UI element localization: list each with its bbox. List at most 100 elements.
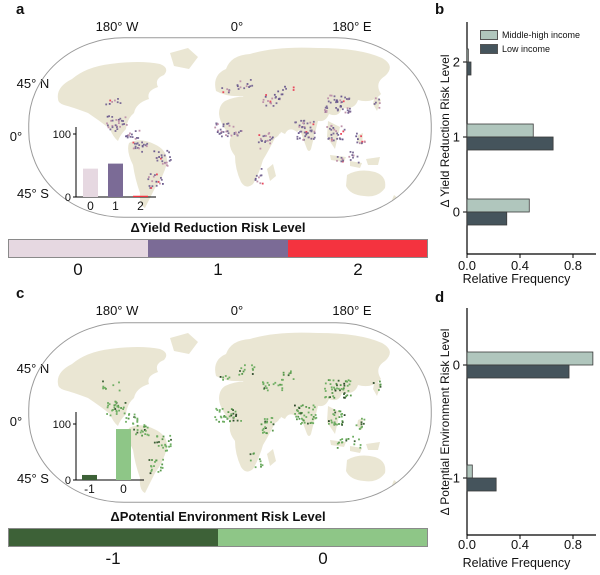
colorbar-environment-segment--1 (9, 529, 218, 546)
risk-dot (270, 421, 272, 424)
risk-dot (105, 103, 108, 106)
risk-dot (134, 416, 137, 419)
risk-dot (258, 458, 261, 461)
risk-dot (112, 409, 114, 411)
risk-dot (152, 175, 155, 178)
risk-dot (102, 385, 105, 388)
risk-dot (265, 104, 268, 107)
x-tick-label: 0.0 (458, 537, 476, 552)
risk-dot (251, 367, 254, 370)
risk-dot (218, 410, 221, 413)
risk-dot (160, 444, 163, 447)
risk-dot (352, 154, 355, 157)
risk-dot (341, 438, 344, 440)
risk-dot (281, 93, 284, 96)
risk-dot (236, 84, 239, 86)
landmass (346, 455, 386, 482)
bar-middle-high-income (466, 48, 469, 63)
risk-dot (266, 420, 268, 423)
risk-dot (324, 390, 327, 392)
risk-dot (278, 97, 281, 100)
risk-dot (235, 413, 238, 416)
risk-dot (273, 93, 276, 96)
risk-dot (243, 87, 246, 90)
risk-dot (255, 174, 258, 177)
risk-dot (326, 107, 329, 109)
risk-dot (272, 423, 275, 426)
y-tick-label: -1 (448, 471, 460, 486)
map-a-latitude-tick-45n: 45° N (16, 76, 50, 91)
risk-dot (301, 126, 303, 129)
risk-dot (329, 94, 332, 97)
risk-dot (312, 422, 315, 425)
risk-dot (222, 91, 225, 94)
risk-dot (295, 121, 297, 124)
risk-dot (340, 422, 343, 425)
risk-dot (263, 431, 266, 434)
map-data-dots (105, 79, 381, 189)
risk-dot (134, 130, 137, 132)
risk-dot (134, 147, 137, 150)
risk-dot (336, 159, 338, 162)
risk-dot (336, 108, 339, 111)
risk-dot (263, 387, 266, 389)
risk-dot (225, 130, 228, 133)
risk-dot (222, 123, 225, 126)
legend-label-low-income: Low income (502, 43, 551, 54)
risk-dot (116, 128, 119, 130)
risk-dot (226, 88, 229, 91)
risk-dot (219, 415, 222, 418)
risk-dot (260, 463, 262, 466)
risk-dot (263, 418, 266, 420)
risk-dot (342, 100, 345, 103)
inset-y-tick-label: 100 (53, 129, 71, 141)
risk-dot (324, 109, 326, 111)
risk-dot (341, 413, 343, 415)
risk-dot (307, 422, 309, 425)
risk-dot (154, 461, 156, 463)
colorbar-yield-tick-label: 2 (353, 260, 363, 279)
risk-dot (258, 176, 260, 179)
risk-dot (280, 93, 283, 96)
risk-dot (314, 417, 317, 420)
risk-dot (282, 374, 285, 376)
risk-dot (305, 131, 308, 133)
risk-dot (162, 446, 164, 449)
risk-dot (122, 406, 125, 409)
risk-dot (269, 100, 272, 103)
risk-dot (118, 409, 120, 412)
map-c-latitude-tick-45n: 45° N (16, 361, 50, 376)
colorbar-yield-segment-0 (9, 240, 149, 257)
risk-dot (169, 443, 172, 446)
inset-x-tick-label: 2 (137, 199, 144, 213)
risk-dot (230, 413, 233, 416)
risk-dot (230, 134, 233, 137)
risk-dot (164, 449, 167, 452)
risk-dot (310, 130, 313, 133)
risk-dot (155, 459, 158, 462)
risk-dot (341, 420, 344, 422)
risk-dot (336, 132, 338, 135)
risk-dot (327, 138, 330, 140)
risk-dot (289, 372, 292, 374)
risk-dot (215, 122, 218, 125)
risk-dot (302, 122, 305, 124)
risk-dot (312, 408, 314, 411)
risk-dot (336, 447, 339, 449)
risk-dot (218, 420, 220, 423)
risk-dot (295, 415, 298, 418)
risk-dot (266, 389, 269, 392)
risk-dot (142, 430, 144, 433)
risk-dot (327, 379, 330, 381)
risk-dot (301, 417, 303, 420)
risk-dot (249, 459, 252, 462)
risk-dot (303, 414, 306, 417)
landmass (373, 380, 381, 396)
risk-dot (333, 98, 336, 101)
risk-dot (282, 378, 284, 381)
risk-dot (271, 97, 274, 100)
risk-dot (138, 129, 141, 132)
x-tick-label: 0.4 (511, 537, 529, 552)
inset-x-tick-label: 1 (112, 199, 119, 213)
colorbar-yield-tick-label: 1 (213, 260, 223, 279)
